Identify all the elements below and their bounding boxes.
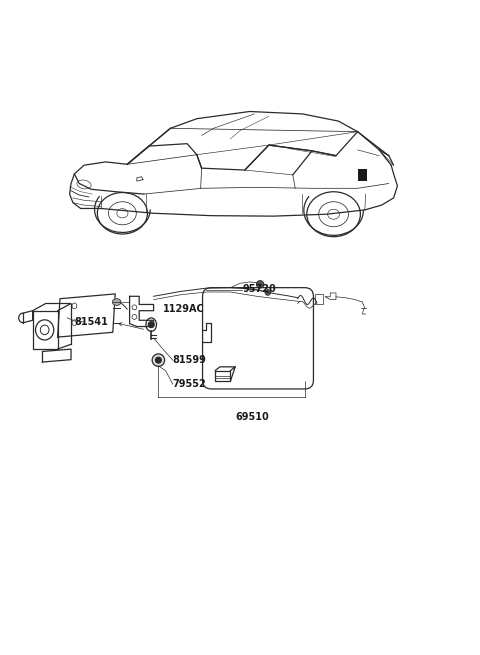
Circle shape [148, 322, 154, 328]
Circle shape [256, 280, 264, 288]
Text: 1129AC: 1129AC [163, 305, 205, 314]
Text: 79552: 79552 [173, 379, 206, 389]
Circle shape [152, 354, 165, 366]
Bar [358, 168, 367, 181]
Text: 95720: 95720 [242, 284, 276, 294]
Text: 69510: 69510 [235, 412, 269, 422]
Circle shape [265, 290, 271, 295]
Bar [315, 294, 323, 305]
Text: 81599: 81599 [173, 355, 207, 365]
Circle shape [156, 357, 161, 363]
Ellipse shape [112, 299, 121, 305]
Text: 81541: 81541 [74, 317, 108, 327]
